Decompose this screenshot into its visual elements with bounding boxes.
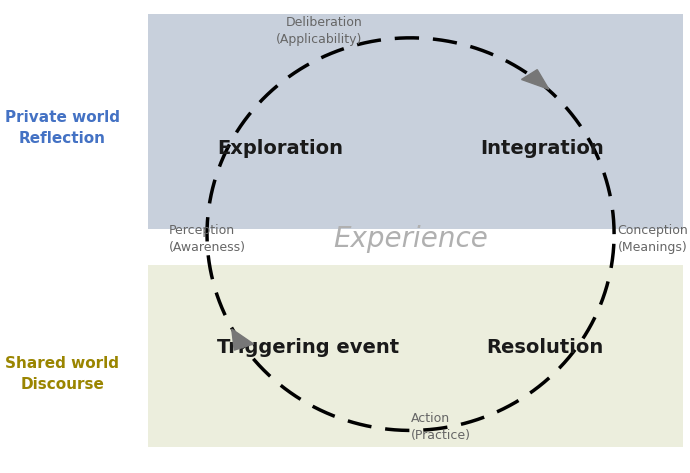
Text: Resolution: Resolution xyxy=(486,338,604,357)
Text: Experience: Experience xyxy=(333,225,488,253)
Text: Integration: Integration xyxy=(480,140,604,158)
Text: Triggering event: Triggering event xyxy=(217,338,400,357)
Polygon shape xyxy=(522,70,549,89)
Text: Perception
(Awareness): Perception (Awareness) xyxy=(169,224,246,254)
Bar xyxy=(148,14,683,229)
Text: Shared world
Discourse: Shared world Discourse xyxy=(5,356,119,392)
Bar xyxy=(148,265,683,447)
Text: Private world
Reflection: Private world Reflection xyxy=(5,110,119,146)
Text: Deliberation
(Applicability): Deliberation (Applicability) xyxy=(276,16,362,46)
Text: Conception
(Meanings): Conception (Meanings) xyxy=(618,224,689,254)
Text: Action
(Practice): Action (Practice) xyxy=(411,412,471,442)
Text: Exploration: Exploration xyxy=(217,140,344,158)
Polygon shape xyxy=(232,329,253,350)
